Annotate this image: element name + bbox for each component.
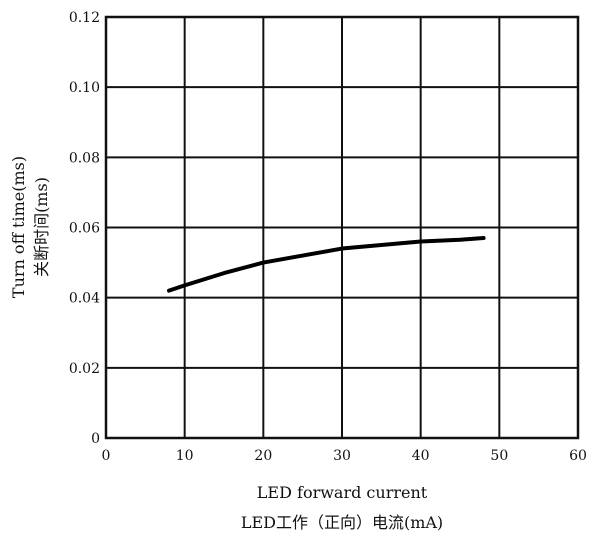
x-tick-label: 10 [176,448,194,464]
series-layer [166,236,486,293]
x-tick-label: 0 [102,448,111,464]
x-tick-label: 50 [490,448,508,464]
y-tick-label: 0.12 [69,10,100,26]
y-axis-label: Turn off time(ms) [9,156,28,298]
x-axis-label: LED forward current [257,483,428,502]
y-axis-label-cn: 关断时间(ms) [32,177,51,277]
y-tick-label: 0 [91,431,100,447]
grid [105,16,579,439]
y-tick-label: 0.02 [69,361,100,377]
x-axis-label-cn: LED工作（正向）电流(mA) [241,513,443,532]
x-tick-label: 40 [412,448,430,464]
y-tick-label: 0.10 [69,80,100,96]
x-tick-label: 60 [569,448,587,464]
plot-frame [104,15,580,440]
y-tick-label: 0.06 [69,221,100,237]
y-tick-label: 0.04 [69,291,100,307]
x-tick-label: 20 [254,448,272,464]
tick-labels: 0 10 20 30 40 50 60 0 0.02 0.04 0.06 0.08 0.10 0.12 [69,10,587,464]
y-tick-label: 0.08 [69,150,100,166]
series-line [166,236,486,293]
x-tick-label: 30 [333,448,351,464]
